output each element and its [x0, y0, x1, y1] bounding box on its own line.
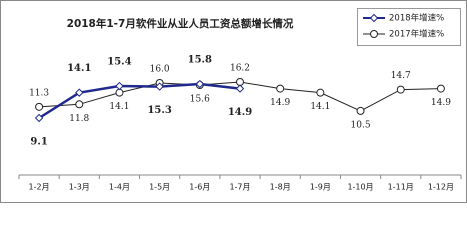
point [316, 88, 325, 97]
x-tick-label: 1-10月 [347, 183, 373, 192]
data-label: 16.2 [230, 64, 250, 74]
point [436, 84, 445, 93]
point [195, 79, 205, 89]
x-tick-label: 1-3月 [69, 183, 90, 192]
page: {"chart_data": {"type": "line", "title":… [0, 0, 467, 203]
data-label: 14.7 [391, 71, 411, 81]
point [75, 88, 84, 97]
x-tick-label: 1-5月 [149, 183, 170, 192]
data-label: 10.5 [351, 120, 371, 130]
data-label: 11.8 [69, 114, 89, 124]
x-tick-label: 1-6月 [189, 183, 210, 192]
legend-marker [369, 13, 379, 23]
legend-marker [370, 30, 378, 38]
x-tick-label: 1-7月 [229, 183, 250, 192]
point [115, 81, 124, 91]
point [276, 84, 285, 93]
point [34, 113, 44, 123]
data-label: 9.1 [30, 137, 47, 148]
chart: 2018年1-7月软件业从业人员工资总额增长情况 1-2月 1-3月 1-4月 1-5… [0, 0, 467, 203]
data-label: 16.0 [150, 65, 170, 75]
x-tick-label: 1-8月 [270, 183, 291, 192]
point [75, 100, 84, 109]
legend-label: 2017年增速% [389, 29, 444, 40]
x-tick-label: 1-12月 [428, 183, 454, 192]
data-label: 11.3 [29, 88, 49, 98]
x-tick-label: 1-9月 [310, 183, 331, 192]
point [35, 102, 44, 111]
data-label: 14.9 [228, 107, 252, 118]
data-label: 15.3 [147, 105, 171, 116]
series-line [38, 82, 241, 120]
point [356, 106, 365, 115]
point [396, 85, 405, 94]
data-label: 14.1 [310, 102, 330, 112]
data-label: 14.9 [270, 98, 290, 108]
point [155, 82, 164, 91]
data-label: 14.1 [67, 63, 91, 74]
chart-title: 2018年1-7月软件业从业人员工资总额增长情况 [67, 17, 294, 30]
point [235, 84, 245, 93]
data-label: 15.6 [190, 95, 210, 105]
legend-label: 2018年增速% [389, 13, 444, 24]
data-label: 14.1 [109, 102, 129, 112]
x-tick-label: 1-4月 [109, 183, 130, 192]
x-tick-label: 1-11月 [388, 183, 414, 192]
x-tick-label: 1-2月 [29, 183, 50, 192]
data-label: 15.4 [107, 57, 131, 68]
data-label: 14.9 [431, 98, 451, 108]
data-label: 15.8 [188, 55, 212, 66]
